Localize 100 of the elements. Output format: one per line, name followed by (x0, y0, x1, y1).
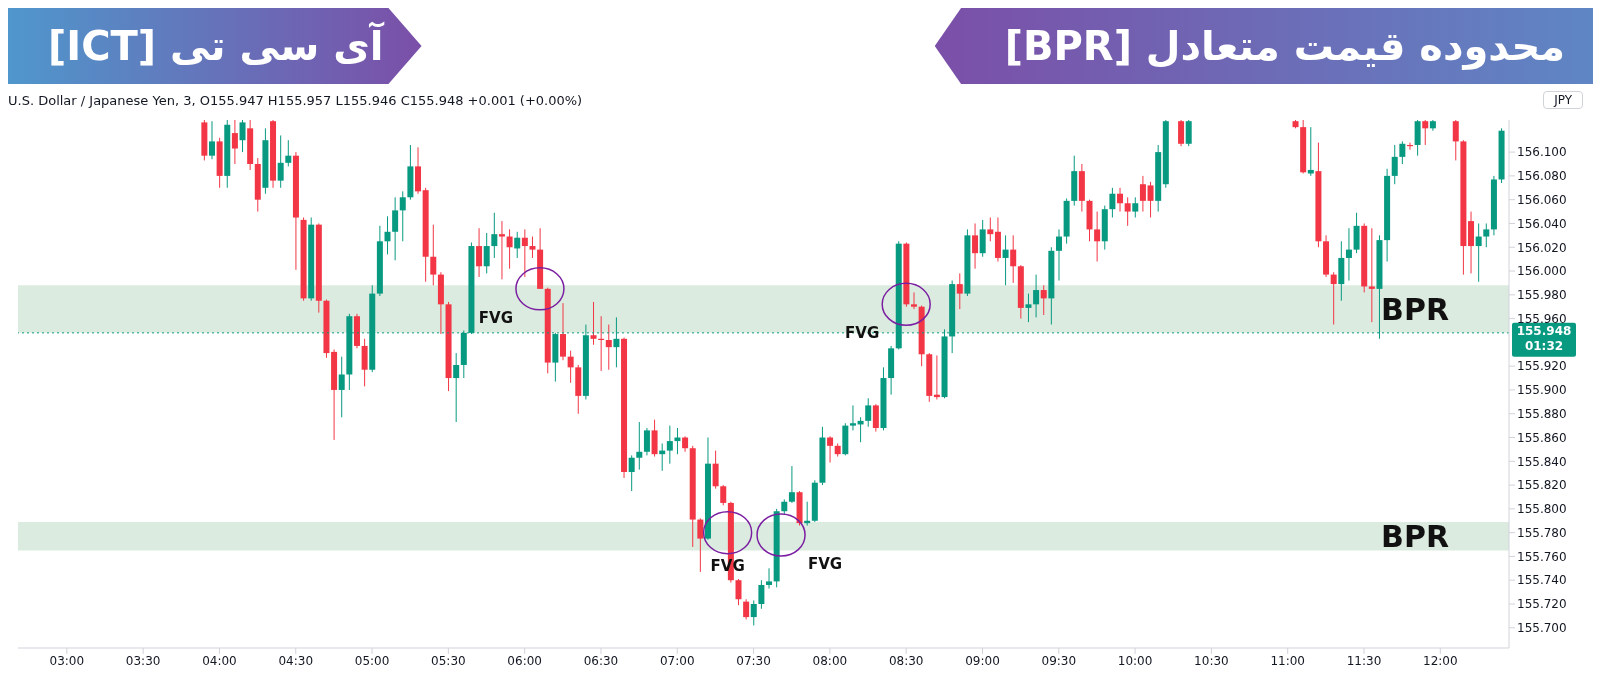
candlestick (521, 228, 528, 278)
y-axis-title: JPY (1543, 91, 1583, 109)
candlestick (1040, 284, 1047, 316)
candlestick (911, 291, 918, 310)
candlestick (1422, 120, 1429, 146)
candlestick (987, 217, 994, 242)
x-tick-label: 06:30 (583, 653, 619, 668)
y-tick-label: 155.960 (1517, 311, 1567, 326)
x-tick-label: 09:30 (1041, 653, 1077, 668)
candlestick (239, 120, 246, 153)
candlestick (1139, 175, 1146, 213)
candlestick (1124, 196, 1131, 227)
y-tick-label: 155.860 (1517, 430, 1567, 445)
x-tick-label: 11:30 (1346, 653, 1382, 668)
y-tick-label: 155.780 (1517, 525, 1567, 540)
candlestick (567, 350, 574, 384)
y-tick-label: 155.760 (1517, 549, 1567, 564)
candlestick (1368, 227, 1375, 323)
y-tick-label: 155.900 (1517, 383, 1567, 398)
candlestick (643, 427, 650, 456)
candlestick (1109, 187, 1116, 219)
x-tick-label: 12:00 (1423, 653, 1458, 668)
candlestick (1033, 274, 1040, 318)
candlestick (605, 324, 612, 371)
candlestick (628, 454, 635, 492)
candlestick (476, 227, 483, 278)
candlestick (529, 236, 536, 259)
y-tick-label: 156.040 (1517, 216, 1567, 231)
y-tick-label: 156.080 (1517, 169, 1567, 184)
candlestick (1132, 196, 1139, 219)
y-tick-label: 156.000 (1517, 264, 1567, 279)
candlestick (827, 435, 834, 463)
band-label: BPR (1381, 518, 1449, 554)
annotation: FVG (845, 324, 880, 343)
candlestick (1452, 120, 1459, 161)
x-tick-label: 06:00 (507, 653, 542, 668)
x-tick-label: 11:00 (1270, 653, 1306, 668)
candlestick (506, 228, 513, 270)
x-tick-label: 04:30 (278, 653, 314, 668)
x-tick-label: 03:30 (125, 653, 161, 668)
x-tick-label: 08:30 (888, 653, 924, 668)
candlestick (956, 272, 963, 310)
y-tick-label: 155.740 (1517, 573, 1567, 588)
y-tick-label: 155.720 (1517, 597, 1567, 612)
ref-line-label: 155.948 01:32 (1516, 323, 1572, 353)
candlestick (231, 120, 238, 165)
candlestick (1117, 187, 1124, 213)
candlestick (430, 224, 437, 286)
x-tick-label: 05:30 (431, 653, 466, 668)
candlestick (285, 139, 292, 167)
candlestick (697, 517, 704, 573)
candlestick (1345, 227, 1352, 282)
candlestick (735, 578, 742, 606)
candlestick (636, 421, 643, 471)
candlestick (849, 404, 856, 431)
candlestick (720, 484, 727, 506)
y-tick-label: 155.800 (1517, 502, 1567, 517)
annotation: FVG (807, 555, 843, 574)
x-tick-label: 04:00 (202, 653, 237, 668)
candlestick (483, 232, 490, 274)
y-tick-label: 155.840 (1517, 454, 1567, 469)
candlestick (491, 212, 498, 259)
chart-title: محدوده قیمت متعادل [BPR] (1003, 23, 1565, 69)
candlestick (865, 397, 872, 428)
candlestick (750, 599, 757, 626)
candlestick (1094, 211, 1101, 263)
x-tick-label: 10:00 (1117, 653, 1153, 668)
y-tick-label: 156.060 (1517, 192, 1567, 207)
y-tick-label: 155.920 (1517, 359, 1567, 374)
band-label: BPR (1381, 291, 1449, 327)
candlestick (590, 301, 597, 346)
candlestick (743, 598, 750, 620)
candlestick (1391, 144, 1398, 185)
candlestick (514, 231, 521, 259)
candlestick (1178, 120, 1185, 147)
candlestick (453, 352, 460, 423)
candlestick (1010, 234, 1017, 284)
text: U.S. Dollar / Japanese Yen, 3, O155.947 H155.957 L155.946 C155.948 +0.001 (+0.00%) (8, 92, 583, 108)
x-tick-label: 10:30 (1194, 653, 1229, 668)
annotation: FVG (478, 308, 514, 327)
candlestick (277, 134, 284, 189)
chart-subtitle: آی سی تی [ICT] (48, 23, 386, 69)
candlestick (979, 219, 986, 258)
y-tick-label: 156.020 (1517, 240, 1567, 255)
candlestick (1002, 234, 1009, 286)
candlestick (1483, 222, 1490, 248)
candlestick (560, 302, 566, 361)
candlestick (498, 220, 505, 280)
candlestick (392, 196, 399, 261)
y-tick-label: 155.880 (1517, 406, 1567, 421)
candlestick (1307, 126, 1314, 177)
candlestick (1055, 228, 1062, 282)
candlestick (972, 222, 979, 270)
x-tick-label: 05:00 (354, 653, 390, 668)
candlestick (758, 579, 765, 610)
x-tick-label: 08:00 (812, 653, 848, 668)
y-tick-label: 155.980 (1517, 288, 1567, 303)
candlestick (1414, 120, 1421, 157)
candlestick (338, 356, 345, 418)
candlestick (399, 190, 406, 242)
